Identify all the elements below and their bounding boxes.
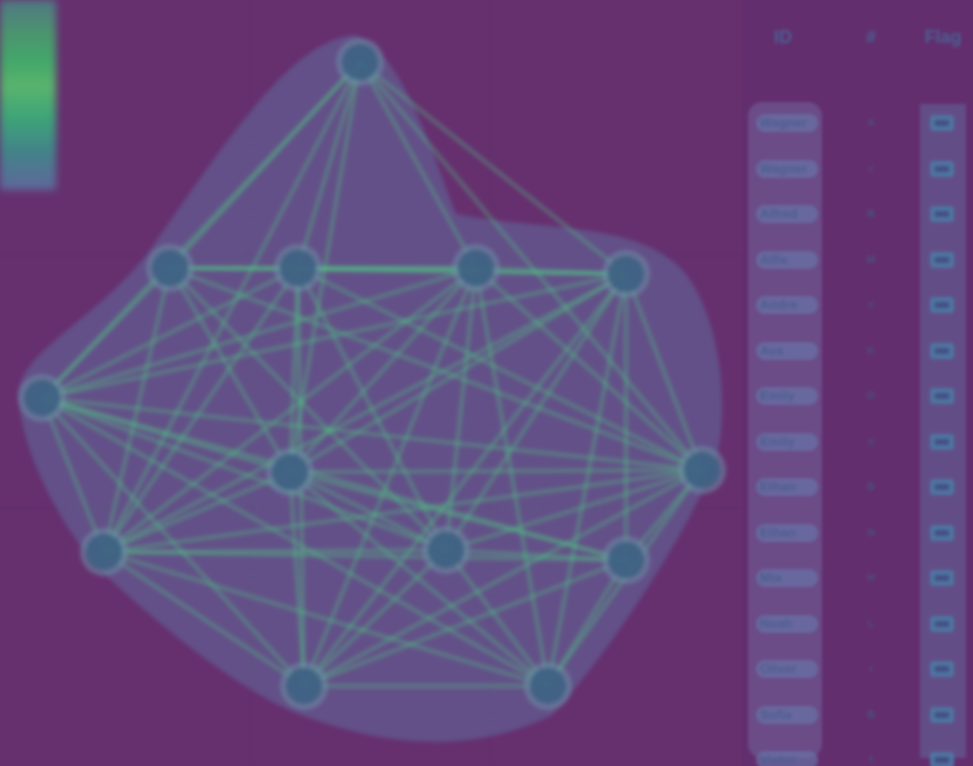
flag-icon	[930, 343, 954, 359]
flag-icon	[930, 161, 954, 177]
table-row: Noah L	[748, 613, 968, 637]
graph-node-2	[152, 250, 188, 286]
color-scale-legend	[0, 0, 56, 190]
graph-halo	[18, 35, 722, 742]
table-row: Wagner A	[748, 112, 968, 136]
table-code-cell: r	[864, 660, 878, 678]
graph-node-11	[286, 668, 322, 704]
table-code-cell: K	[864, 342, 878, 360]
table-row: Alfie M	[748, 249, 968, 273]
table-name-cell: Sofia	[756, 706, 818, 724]
graph-node-5	[608, 256, 644, 292]
flag-icon	[930, 752, 954, 766]
graph-node-10	[428, 532, 464, 568]
table-code-cell: M	[864, 251, 878, 269]
table-header-id: ID	[762, 18, 804, 56]
table-code-cell: N	[864, 524, 878, 542]
flag-icon	[930, 479, 954, 495]
flag-icon	[930, 206, 954, 222]
table-code-cell: L	[864, 615, 878, 633]
graph-node-13	[608, 542, 644, 578]
table-code-cell: f	[864, 751, 878, 766]
table-row: Emily n	[748, 431, 968, 455]
flag-icon	[930, 388, 954, 404]
graph-node-8	[684, 452, 720, 488]
table-name-cell: Ethan	[756, 478, 818, 496]
table-row: Andre c	[748, 294, 968, 318]
graph-node-1	[342, 44, 378, 80]
table-code-cell: r	[864, 160, 878, 178]
table-code-cell: B	[864, 478, 878, 496]
table-row: Victor f	[748, 749, 968, 766]
graph-node-9	[86, 534, 122, 570]
table-name-cell: Alfie	[756, 251, 818, 269]
table-row: Ethan N	[748, 522, 968, 546]
table-code-cell: B	[864, 205, 878, 223]
table-code-cell: A	[864, 114, 878, 132]
graph-node-6	[24, 380, 60, 416]
graph-node-12	[530, 668, 566, 704]
table-name-cell: Oliver	[756, 660, 818, 678]
table-row: Sofia B	[748, 704, 968, 728]
table-name-cell: Wagner	[756, 160, 818, 178]
flag-icon	[930, 115, 954, 131]
flag-icon	[930, 707, 954, 723]
table-name-cell: Ethan	[756, 524, 818, 542]
flag-icon	[930, 252, 954, 268]
table-code-cell: n	[864, 433, 878, 451]
table-code-cell: B	[864, 706, 878, 724]
table-name-cell: Emily	[756, 387, 818, 405]
table-row: Mia H	[748, 567, 968, 591]
table-row: Wagner r	[748, 158, 968, 182]
table-name-cell: Andre	[756, 296, 818, 314]
table-code-cell: c	[864, 296, 878, 314]
table-code-cell: D	[864, 387, 878, 405]
table-name-cell: Victor	[756, 751, 818, 766]
flag-icon	[930, 570, 954, 586]
flag-icon	[930, 661, 954, 677]
table-name-cell: Noah	[756, 615, 818, 633]
table-row: Ava K	[748, 340, 968, 364]
table-name-cell: Emily	[756, 433, 818, 451]
flag-icon	[930, 616, 954, 632]
table-row: Oliver r	[748, 658, 968, 682]
table-name-cell: Ava	[756, 342, 818, 360]
table-header-number: #	[854, 18, 888, 56]
table-name-cell: Mia	[756, 569, 818, 587]
graph-node-4	[458, 250, 494, 286]
graph-edge-48	[290, 470, 702, 472]
graph-node-7	[272, 454, 308, 490]
table-row: Ethan B	[748, 476, 968, 500]
flag-icon	[930, 297, 954, 313]
node-table: ID # Flag Wagner A Wagner r Alfred B Alfie M And…	[748, 18, 968, 758]
table-row: Alfred B	[748, 203, 968, 227]
edge-layer	[18, 35, 722, 742]
flag-icon	[930, 434, 954, 450]
table-row: Emily D	[748, 385, 968, 409]
table-name-cell: Alfred	[756, 205, 818, 223]
table-header-flag: Flag	[918, 18, 968, 56]
graph-node-3	[280, 250, 316, 286]
flag-icon	[930, 525, 954, 541]
table-name-cell: Wagner	[756, 114, 818, 132]
table-code-cell: H	[864, 569, 878, 587]
